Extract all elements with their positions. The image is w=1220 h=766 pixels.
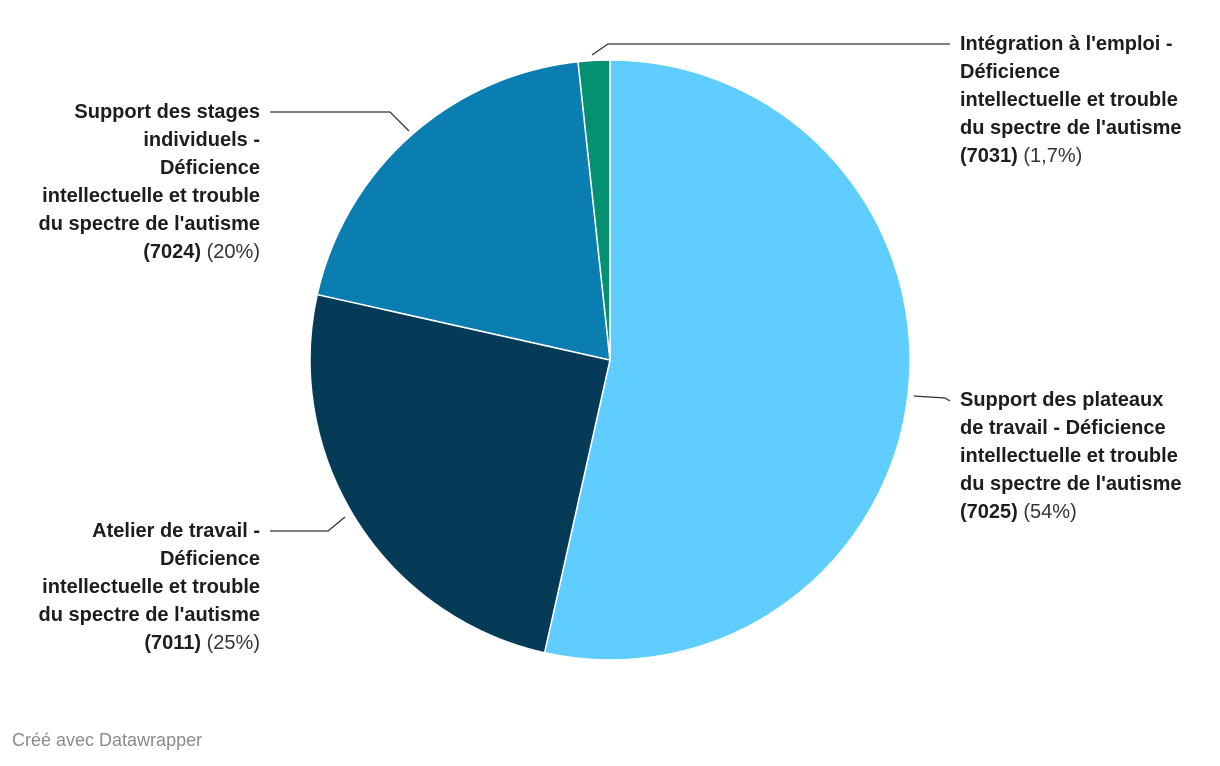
label-plateaux: Support des plateaux de travail - Défici… bbox=[960, 389, 1182, 523]
leader-integration bbox=[591, 43, 950, 56]
label-atelier: Atelier de travail - Déficience intellec… bbox=[38, 520, 261, 654]
label-integration: Intégration à l'emploi - Déficience inte… bbox=[960, 33, 1182, 167]
leader-atelier bbox=[270, 516, 346, 532]
slice-plateaux bbox=[543, 59, 911, 661]
label-stages: Support des stages individuels - Déficie… bbox=[38, 101, 261, 263]
slice-integration bbox=[577, 59, 611, 361]
slice-atelier bbox=[309, 293, 611, 654]
slice-stages bbox=[316, 60, 611, 361]
leader-plateaux bbox=[913, 395, 951, 402]
leader-stages bbox=[270, 111, 410, 132]
footer-credit: Créé avec Datawrapper bbox=[12, 730, 203, 750]
